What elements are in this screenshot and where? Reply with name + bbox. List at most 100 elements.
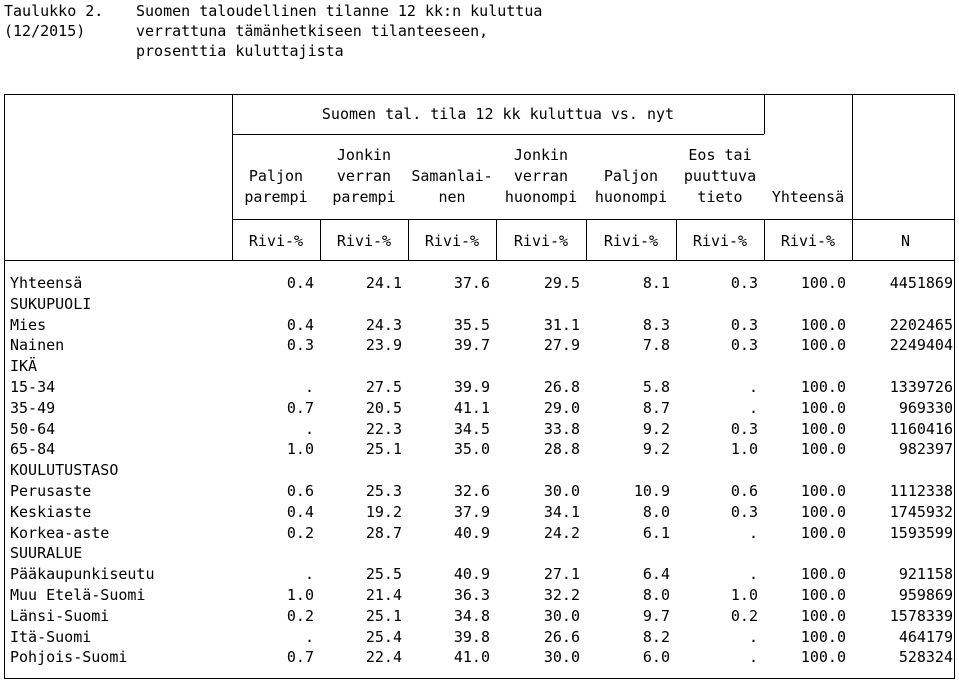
table-cell: 100.0 <box>800 315 846 334</box>
table-cell: 39.7 <box>453 336 490 355</box>
table-cell: 6.1 <box>642 523 670 542</box>
table-cell: 31.1 <box>543 315 580 334</box>
table-label: Taulukko 2. <box>4 2 104 20</box>
column-unit-4: Rivi-% <box>603 232 659 250</box>
vertical-rule <box>852 94 853 260</box>
table-cell: 30.0 <box>543 648 580 667</box>
table-cell: 8.0 <box>642 586 670 604</box>
table-cell: 21.4 <box>365 586 402 604</box>
table-cell: 29.5 <box>543 274 580 292</box>
column-header-1-line-2: parempi <box>332 188 396 206</box>
column-header-0-line-2: parempi <box>244 188 308 206</box>
vertical-rule <box>676 219 677 260</box>
column-header-1-line-1: verran <box>336 167 392 185</box>
table-cell: 8.7 <box>642 398 670 417</box>
table-cell: 30.0 <box>543 606 580 625</box>
table-cell: 32.6 <box>453 482 490 500</box>
column-unit-7: N <box>900 232 911 250</box>
table-cell: 5.8 <box>642 378 670 396</box>
table-cell: 0.7 <box>286 398 314 417</box>
column-header-1-line-0: Jonkin <box>336 146 392 164</box>
table-cell: 0.3 <box>730 336 758 355</box>
table-cell: 22.4 <box>365 648 402 667</box>
group-heading: KOULUTUSTASO <box>10 461 119 480</box>
table-cell: 100.0 <box>800 440 846 459</box>
table-cell: 100.0 <box>800 502 846 521</box>
vertical-rule <box>4 94 5 679</box>
column-unit-1: Rivi-% <box>336 232 392 250</box>
row-label: Perusaste <box>10 482 92 500</box>
table-cell: . <box>304 419 314 438</box>
table-cell: 41.0 <box>453 648 490 667</box>
table-cell: 100.0 <box>800 482 846 500</box>
table-cell: 27.9 <box>543 336 580 355</box>
row-label: 35-49 <box>10 398 56 417</box>
table-cell: 33.8 <box>543 419 580 438</box>
table-cell: 37.9 <box>453 502 490 521</box>
table-cell: 1.0 <box>286 440 314 459</box>
table-cell: 25.4 <box>365 627 402 646</box>
table-cell: 0.6 <box>730 482 758 500</box>
table-cell: 39.8 <box>453 627 490 646</box>
column-header-2-line-2: nen <box>438 188 466 206</box>
table-cell: 36.3 <box>453 586 490 604</box>
horizontal-rule <box>232 134 764 135</box>
table-number: (12/2015) <box>4 22 86 40</box>
vertical-rule <box>954 94 955 679</box>
table-cell: 100.0 <box>800 586 846 604</box>
table-cell: 10.9 <box>633 482 670 500</box>
table-cell: 100.0 <box>800 419 846 438</box>
vertical-rule <box>408 219 409 260</box>
vertical-rule <box>764 94 765 134</box>
table-cell: 100.0 <box>800 274 846 292</box>
table-cell: 22.3 <box>365 419 402 438</box>
table-cell: 0.2 <box>286 523 314 542</box>
table-cell: 6.4 <box>642 565 670 584</box>
table-cell: 35.5 <box>453 315 490 334</box>
vertical-rule <box>586 219 587 260</box>
table-cell: . <box>748 378 758 396</box>
table-cell: 28.7 <box>365 523 402 542</box>
horizontal-rule <box>232 219 955 220</box>
horizontal-rule <box>4 678 955 679</box>
group-heading: SUKUPUOLI <box>10 294 92 313</box>
table-cell: 39.9 <box>453 378 490 396</box>
table-cell: 2202465 <box>889 315 953 334</box>
column-header-2-line-1: Samanlai- <box>411 167 493 185</box>
spanner-header: Suomen tal. tila 12 kk kuluttua vs. nyt <box>321 105 675 123</box>
column-header-0-line-1: Paljon <box>248 167 304 185</box>
row-label: Pohjois-Suomi <box>10 648 128 667</box>
table-cell: 34.8 <box>453 606 490 625</box>
table-cell: 0.4 <box>286 274 314 292</box>
table-cell: 0.4 <box>286 502 314 521</box>
table-cell: 1339726 <box>889 378 953 396</box>
table-cell: 24.3 <box>365 315 402 334</box>
table-cell: 464179 <box>898 627 953 646</box>
table-cell: 40.9 <box>453 523 490 542</box>
row-label: Nainen <box>10 336 65 355</box>
table-cell: 8.0 <box>642 502 670 521</box>
table-cell: . <box>748 627 758 646</box>
table-cell: 0.4 <box>286 315 314 334</box>
table-cell: . <box>748 565 758 584</box>
column-unit-6: Rivi-% <box>780 232 836 250</box>
table-cell: . <box>748 398 758 417</box>
column-unit-5: Rivi-% <box>692 232 748 250</box>
column-unit-3: Rivi-% <box>513 232 569 250</box>
table-cell: 1578339 <box>889 606 953 625</box>
table-cell: 0.3 <box>730 274 758 292</box>
column-header-4-line-2: huonompi <box>594 188 668 206</box>
table-cell: 9.2 <box>642 419 670 438</box>
vertical-rule <box>764 219 765 260</box>
row-label: Pääkaupunkiseutu <box>10 565 155 584</box>
table-cell: 100.0 <box>800 398 846 417</box>
table-cell: 100.0 <box>800 336 846 355</box>
group-heading: SUURALUE <box>10 544 83 563</box>
table-cell: 9.2 <box>642 440 670 459</box>
table-cell: 25.5 <box>365 565 402 584</box>
table-cell: 4451869 <box>889 274 953 292</box>
caption-line-2: verrattuna tämänhetkiseen tilanteeseen, <box>136 22 489 40</box>
table-cell: 528324 <box>898 648 953 667</box>
table-cell: 23.9 <box>365 336 402 355</box>
table-cell: 0.3 <box>730 315 758 334</box>
